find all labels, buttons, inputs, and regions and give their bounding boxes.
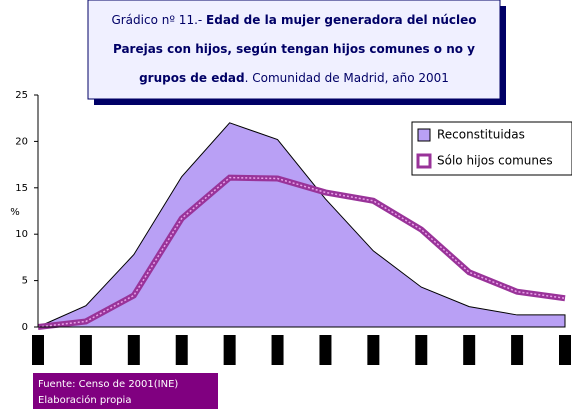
x-tick-label [511, 335, 524, 365]
x-tick-label [79, 335, 92, 365]
source-text: Elaboración propia [38, 394, 131, 406]
title-part: Edad de la mujer generadora del núcleo [206, 13, 477, 27]
x-tick-label [319, 335, 332, 365]
title-part: . Comunidad de Madrid, año 2001 [245, 71, 449, 85]
area [37, 122, 566, 328]
y-tick-label: 20 [15, 136, 28, 147]
line-highlight [37, 176, 566, 328]
y-tick-label: 25 [15, 90, 28, 101]
legend-label: Sólo hijos comunes [437, 154, 553, 168]
x-tick-label [175, 335, 188, 365]
title-part: grupos de edad [139, 71, 245, 85]
y-tick-label: 5 [22, 276, 28, 287]
legend-box [411, 121, 572, 176]
y-tick-label: 0 [22, 322, 28, 333]
y-axis-label: % [10, 207, 20, 218]
x-tick-label [415, 335, 428, 365]
y-tick-label: 10 [15, 229, 28, 240]
x-tick-label [367, 335, 380, 365]
x-tick-label [223, 335, 236, 365]
title-part: Parejas con hijos, según tengan hijos co… [113, 42, 475, 56]
x-tick-label [127, 335, 140, 365]
source-box [33, 373, 218, 409]
chart-title: Parejas con hijos, según tengan hijos co… [113, 42, 475, 56]
x-tick-label [32, 335, 44, 365]
y-tick-label: 15 [15, 183, 28, 194]
chart-title: grupos de edad. Comunidad de Madrid, año… [139, 71, 449, 85]
legend-swatch [416, 153, 432, 169]
chart-title: Grádico nº 11.- Edad de la mujer generad… [111, 13, 476, 27]
x-tick-label [271, 335, 284, 365]
title-part: Grádico nº 11.- [111, 13, 206, 27]
x-tick-label [463, 335, 476, 365]
title-box [87, 0, 501, 100]
legend-label: Reconstituidas [437, 128, 525, 142]
source-text: Fuente: Censo de 2001(INE) [38, 379, 178, 390]
legend-swatch [417, 128, 431, 142]
x-tick-label [559, 335, 571, 365]
